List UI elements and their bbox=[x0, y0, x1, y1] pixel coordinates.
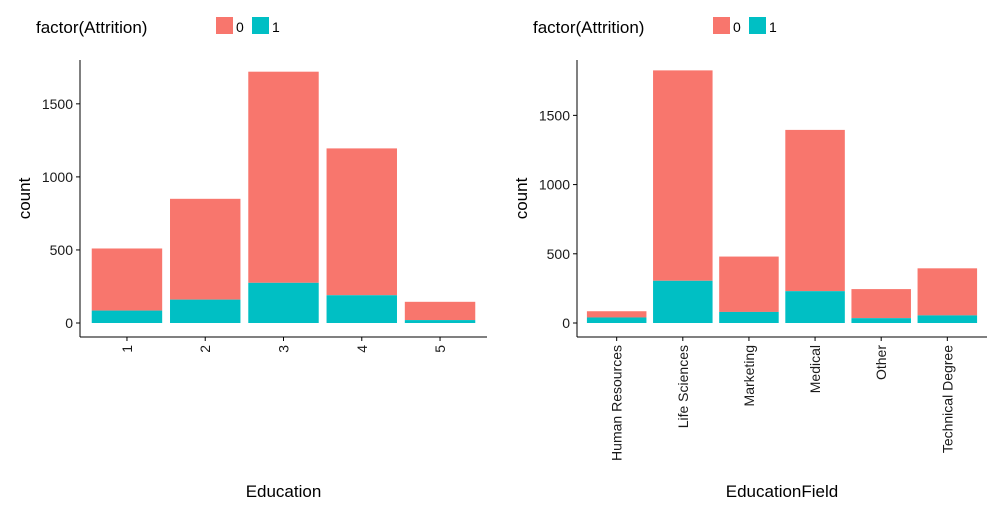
bar-segment-attrition-0 bbox=[917, 268, 978, 316]
y-tick-label: 1500 bbox=[539, 107, 570, 123]
x-tick-label: Technical Degree bbox=[939, 345, 955, 453]
legend-title: factor(Attrition) bbox=[36, 18, 147, 37]
bar-segment-attrition-1 bbox=[785, 291, 845, 323]
x-tick-label: Other bbox=[873, 345, 889, 380]
legend-swatch bbox=[749, 17, 766, 34]
bar-segment-attrition-0 bbox=[653, 70, 713, 281]
legend: factor(Attrition) 0 1 bbox=[36, 17, 280, 37]
legend-swatch bbox=[252, 17, 269, 34]
x-tick-label: 3 bbox=[276, 345, 292, 353]
bar-segment-attrition-1 bbox=[248, 282, 319, 323]
y-tick-label: 500 bbox=[50, 242, 74, 258]
legend-label: 1 bbox=[769, 19, 777, 35]
bar-segment-attrition-1 bbox=[653, 280, 713, 323]
bar-segment-attrition-0 bbox=[248, 71, 319, 283]
y-axis-title: count bbox=[512, 177, 531, 219]
bar-segment-attrition-1 bbox=[851, 318, 911, 323]
x-tick-label: 4 bbox=[354, 345, 370, 353]
chart-panel-1: 0 500 1000 1500 1 2 3 4 5 count Education factor(At… bbox=[15, 17, 487, 501]
x-tick-label: 1 bbox=[119, 345, 135, 353]
x-tick-label: Life Sciences bbox=[675, 345, 691, 428]
y-tick-label: 0 bbox=[65, 315, 73, 331]
chart-panel-2: 0 500 1000 1500 Human Resources Life Sciences… bbox=[512, 17, 987, 501]
y-tick-label: 500 bbox=[547, 246, 571, 262]
x-tick-label: Marketing bbox=[741, 345, 757, 406]
bar-segment-attrition-1 bbox=[326, 295, 397, 323]
y-tick-label: 1000 bbox=[539, 177, 570, 193]
bar-segment-attrition-0 bbox=[170, 198, 241, 300]
legend-label: 1 bbox=[272, 19, 280, 35]
bar-segment-attrition-0 bbox=[785, 129, 845, 292]
legend-swatch bbox=[216, 17, 233, 34]
bar-segment-attrition-1 bbox=[917, 315, 978, 323]
y-tick-label: 1000 bbox=[42, 169, 73, 185]
x-axis-title: EducationField bbox=[726, 482, 838, 501]
bar-segment-attrition-0 bbox=[91, 248, 163, 311]
bar-segment-attrition-1 bbox=[719, 311, 779, 323]
bar-segment-attrition-1 bbox=[586, 317, 647, 323]
bar-segment-attrition-0 bbox=[851, 289, 911, 319]
legend: factor(Attrition) 0 1 bbox=[533, 17, 777, 37]
legend-title: factor(Attrition) bbox=[533, 18, 644, 37]
bar-segment-attrition-0 bbox=[404, 301, 476, 321]
x-tick-label: Human Resources bbox=[609, 345, 625, 461]
y-tick-label: 0 bbox=[562, 315, 570, 331]
x-tick-label: Medical bbox=[807, 345, 823, 393]
y-tick-label: 1500 bbox=[42, 96, 73, 112]
legend-label: 0 bbox=[236, 19, 244, 35]
legend-swatch bbox=[713, 17, 730, 34]
legend-label: 0 bbox=[733, 19, 741, 35]
y-axis-title: count bbox=[15, 177, 34, 219]
bar-segment-attrition-0 bbox=[326, 148, 397, 296]
bar-segment-attrition-0 bbox=[719, 256, 779, 312]
x-axis-title: Education bbox=[246, 482, 322, 501]
bar-segment-attrition-1 bbox=[170, 299, 241, 323]
x-tick-label: 5 bbox=[432, 345, 448, 353]
x-tick-label: 2 bbox=[197, 345, 213, 353]
bar-segment-attrition-0 bbox=[586, 311, 647, 318]
bar-segment-attrition-1 bbox=[404, 320, 476, 323]
bar-segment-attrition-1 bbox=[91, 310, 163, 323]
